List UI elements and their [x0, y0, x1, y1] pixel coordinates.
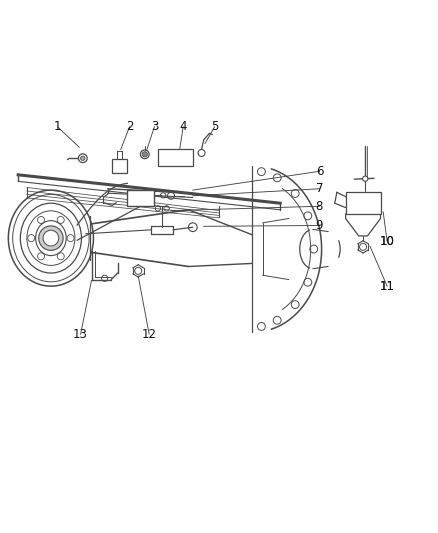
Bar — [112, 159, 127, 173]
Circle shape — [43, 230, 59, 246]
Text: 11: 11 — [380, 280, 395, 293]
Text: 7: 7 — [316, 182, 323, 195]
Text: 10: 10 — [380, 235, 395, 248]
Circle shape — [363, 176, 368, 181]
Bar — [346, 192, 381, 214]
Text: 12: 12 — [141, 328, 157, 341]
Bar — [127, 190, 153, 206]
Text: 13: 13 — [73, 328, 88, 341]
Text: 10: 10 — [380, 235, 395, 248]
Text: 8: 8 — [316, 200, 323, 213]
Text: 5: 5 — [211, 120, 218, 133]
Text: 11: 11 — [380, 280, 395, 293]
Circle shape — [39, 226, 63, 251]
Text: 1: 1 — [54, 120, 61, 133]
Circle shape — [142, 152, 148, 157]
Text: 3: 3 — [151, 120, 158, 133]
Circle shape — [81, 156, 85, 160]
Text: 6: 6 — [316, 165, 323, 178]
Text: 4: 4 — [180, 120, 187, 133]
Bar — [158, 149, 193, 166]
Text: 9: 9 — [316, 219, 323, 232]
Text: 2: 2 — [126, 120, 133, 133]
